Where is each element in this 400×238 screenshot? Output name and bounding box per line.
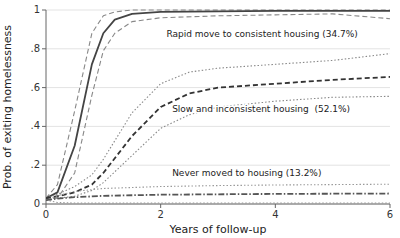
x-tick-label: 4 xyxy=(272,209,278,220)
x-axis-label: Years of follow-up xyxy=(169,223,267,236)
line xyxy=(46,14,390,198)
y-tick-label: .6 xyxy=(30,82,40,93)
grid-line xyxy=(46,165,390,166)
x-tick xyxy=(46,204,47,208)
x-tick-label: 6 xyxy=(387,209,393,220)
line xyxy=(46,10,390,198)
lines xyxy=(46,10,390,203)
grid-line xyxy=(46,126,390,127)
line xyxy=(46,54,390,199)
line xyxy=(46,184,390,200)
chart: 0 .2 .4 .6 .8 1 0 2 4 6 Years of follow-up Prob. of… xyxy=(0,0,400,238)
x-tick xyxy=(160,204,161,208)
line xyxy=(46,11,390,198)
y-tick-label: .8 xyxy=(30,43,40,54)
y-tick-label: 0 xyxy=(34,198,40,209)
x-tick xyxy=(390,204,391,208)
axes: 0 .2 .4 .6 .8 1 0 2 4 6 xyxy=(30,4,393,220)
line xyxy=(46,77,390,198)
x-tick xyxy=(275,204,276,208)
annotation: Rapid move to consistent housing (34.7%) xyxy=(166,29,357,39)
x-tick-label: 0 xyxy=(43,209,49,220)
y-tick xyxy=(42,126,46,127)
y-tick xyxy=(42,204,46,205)
y-tick xyxy=(42,48,46,49)
line xyxy=(46,200,390,203)
y-axis-label: Prob. of exiting homelessness xyxy=(1,25,14,189)
annotation: Never moved to housing (13.2%) xyxy=(172,168,321,178)
y-tick xyxy=(42,165,46,166)
y-tick xyxy=(42,87,46,88)
line xyxy=(46,96,390,198)
x-tick-label: 2 xyxy=(157,209,163,220)
annotation: Slow and inconsistent housing (52.1%) xyxy=(172,104,350,114)
grid-line xyxy=(46,204,390,205)
y-tick xyxy=(42,10,46,11)
y-tick-label: .4 xyxy=(30,120,40,131)
grid xyxy=(46,10,390,204)
y-tick-label: .2 xyxy=(30,159,40,170)
line xyxy=(46,194,390,201)
y-tick-label: 1 xyxy=(34,4,40,15)
annotations: Rapid move to consistent housing (34.7%)… xyxy=(166,29,357,179)
y-axis-line xyxy=(46,10,47,204)
x-axis-line xyxy=(46,204,390,205)
